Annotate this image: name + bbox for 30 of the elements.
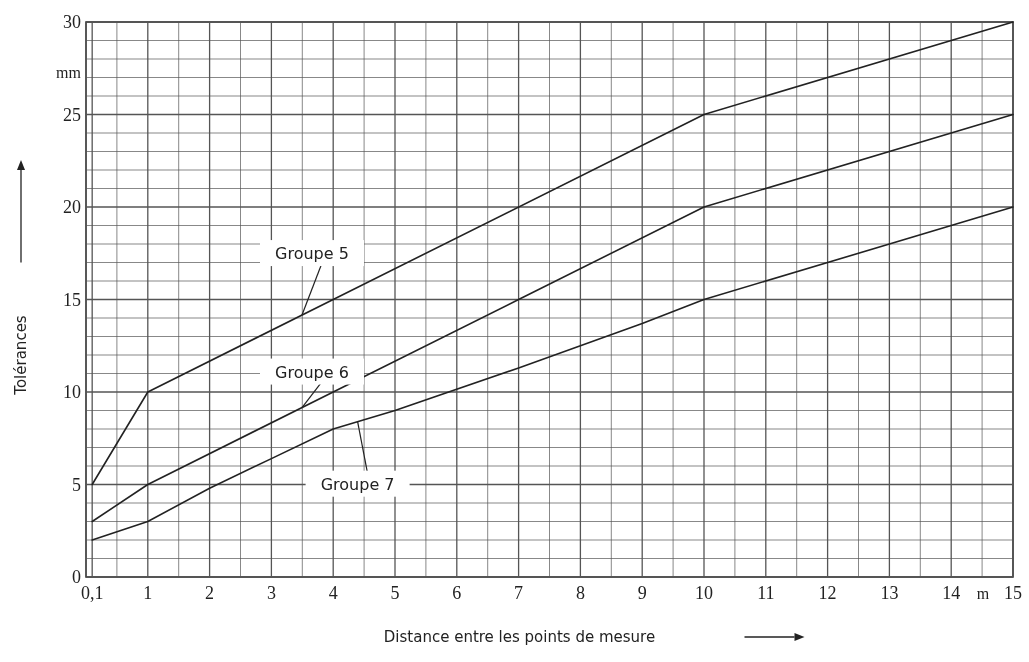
y-tick-label: 15: [63, 289, 81, 310]
x-tick-label: 13: [880, 583, 899, 603]
y-tick-label: 20: [63, 197, 81, 217]
x-tick-label: 0,1: [80, 583, 104, 603]
x-tick-label: 7: [514, 583, 524, 603]
y-tick-label: 30: [63, 12, 81, 32]
x-tick-label: 1: [143, 583, 153, 603]
x-tick-label: 15: [1004, 583, 1022, 603]
text: mm: [56, 64, 82, 81]
x-tick-label: 8: [575, 583, 585, 603]
x-tick-label: 4: [328, 583, 338, 603]
x-axis-title: Distance entre les points de mesure: [383, 628, 656, 646]
y-tick-label: 10: [63, 382, 81, 402]
x-tick-label: 2: [205, 583, 215, 603]
x-tick-label: 6: [452, 583, 462, 603]
text: Groupe 7: [320, 474, 395, 494]
y-tick-label: 0: [72, 567, 81, 587]
x-tick-label: 11: [757, 583, 775, 603]
x-tick-label: 10: [695, 583, 713, 603]
y-tick-label: 5: [72, 474, 81, 495]
x-tick-label: 9: [637, 583, 647, 603]
series-label: Groupe 5: [275, 244, 349, 264]
y-axis-title: Tolérances: [12, 315, 30, 396]
x-tick-label: 14: [942, 583, 961, 603]
x-tick-label: 3: [266, 583, 276, 603]
x-tick-label: 12: [818, 583, 837, 603]
y-tick-label: 25: [63, 104, 81, 125]
text: m: [976, 585, 990, 602]
series-label: Groupe 6: [275, 362, 349, 382]
x-tick-label: 5: [390, 583, 400, 603]
